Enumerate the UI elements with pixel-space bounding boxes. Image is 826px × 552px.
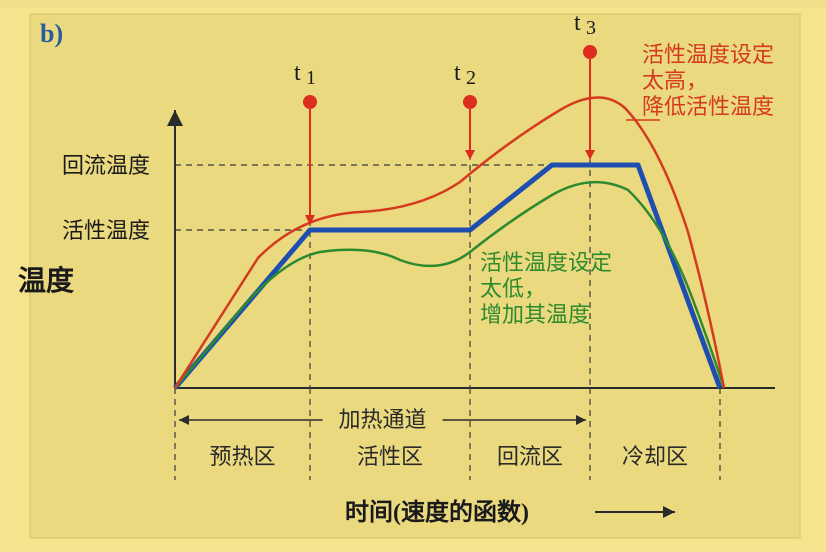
panel-label: b) bbox=[40, 19, 63, 48]
svg-text:活性温度设定: 活性温度设定 bbox=[642, 42, 774, 67]
t-marker-dot bbox=[463, 95, 477, 109]
svg-text:3: 3 bbox=[586, 17, 596, 39]
svg-text:2: 2 bbox=[466, 67, 476, 89]
svg-text:t: t bbox=[454, 60, 461, 86]
x-axis-title: 时间(速度的函数) bbox=[345, 498, 529, 526]
svg-text:t: t bbox=[574, 10, 581, 36]
svg-text:活性温度设定: 活性温度设定 bbox=[480, 250, 612, 275]
t-marker-dot bbox=[583, 45, 597, 59]
zone-label: 冷却区 bbox=[622, 444, 688, 469]
t-marker-dot bbox=[303, 95, 317, 109]
zone-label: 预热区 bbox=[209, 444, 275, 469]
zone-label: 活性区 bbox=[357, 444, 423, 469]
svg-text:太低，: 太低， bbox=[480, 276, 546, 301]
svg-text:降低活性温度: 降低活性温度 bbox=[642, 94, 774, 119]
svg-text:t: t bbox=[294, 60, 301, 86]
top-strip bbox=[0, 0, 826, 8]
heating-channel-label: 加热通道 bbox=[338, 407, 426, 432]
svg-text:1: 1 bbox=[306, 67, 316, 89]
svg-text:太高，: 太高， bbox=[642, 68, 708, 93]
y-tick-label: 活性温度 bbox=[62, 218, 150, 243]
zone-label: 回流区 bbox=[497, 444, 563, 469]
y-tick-label: 回流温度 bbox=[62, 153, 150, 178]
y-axis-title: 温度 bbox=[18, 265, 74, 297]
svg-text:增加其温度: 增加其温度 bbox=[480, 302, 590, 327]
